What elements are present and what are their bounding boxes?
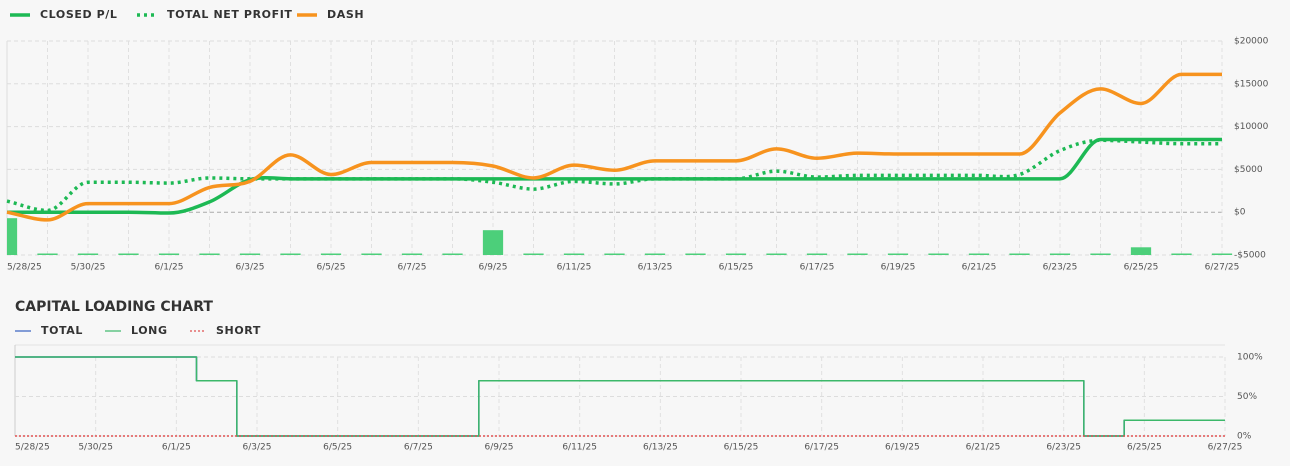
y-tick-label: -$5000 (1234, 251, 1266, 261)
bar (968, 253, 990, 255)
bar (1171, 253, 1192, 255)
x-tick-label: 6/25/25 (1124, 263, 1159, 273)
x-tick-label: 6/5/25 (323, 443, 352, 453)
legend-label: TOTAL (41, 324, 83, 337)
bar (158, 253, 180, 255)
legend-label: TOTAL NET PROFIT (167, 8, 293, 21)
bar (847, 253, 868, 255)
bar (644, 253, 666, 255)
x-tick-label: 6/13/25 (638, 263, 673, 273)
legend-label: DASH (327, 8, 364, 21)
bar (401, 253, 423, 255)
bar (7, 218, 18, 255)
bar (361, 253, 382, 255)
bar (563, 253, 585, 255)
x-tick-label: 5/28/25 (7, 263, 42, 273)
y-tick-label: $20000 (1234, 37, 1269, 47)
bar (725, 253, 747, 255)
bar (685, 253, 706, 255)
bar (604, 253, 625, 255)
x-tick-label: 6/23/25 (1043, 263, 1078, 273)
series-line (6, 72, 1222, 222)
x-tick-label: 6/1/25 (155, 263, 184, 273)
bar (442, 253, 463, 255)
x-tick-label: 6/3/25 (236, 263, 265, 273)
chart-title: CAPITAL LOADING CHART (15, 299, 213, 315)
x-tick-label: 6/13/25 (643, 443, 678, 453)
x-tick-label: 5/28/25 (15, 443, 50, 453)
x-tick-label: 6/7/25 (404, 443, 433, 453)
x-tick-label: 6/11/25 (557, 263, 592, 273)
bar (1211, 253, 1233, 255)
bar (37, 253, 58, 255)
bar (239, 253, 261, 255)
legend-label: LONG (131, 324, 168, 337)
x-tick-label: 5/30/25 (71, 263, 106, 273)
x-tick-label: 6/25/25 (1127, 443, 1162, 453)
series-line (7, 137, 1222, 215)
x-tick-label: 6/3/25 (243, 443, 272, 453)
legend-label: SHORT (216, 324, 261, 337)
bar (77, 253, 99, 255)
y-tick-label: $10000 (1234, 122, 1269, 132)
x-tick-label: 6/15/25 (724, 443, 759, 453)
bar (320, 253, 342, 255)
x-tick-label: 6/19/25 (885, 443, 920, 453)
bar (887, 253, 909, 255)
x-tick-label: 6/17/25 (800, 263, 835, 273)
bar (199, 253, 220, 255)
bar (928, 253, 949, 255)
x-tick-label: 6/9/25 (479, 263, 508, 273)
x-tick-label: 5/30/25 (78, 443, 113, 453)
bar (766, 253, 787, 255)
bar (806, 253, 828, 255)
x-tick-label: 6/1/25 (162, 443, 191, 453)
y-tick-label: 100% (1237, 353, 1263, 363)
y-tick-label: $15000 (1234, 79, 1269, 89)
x-tick-label: 6/7/25 (398, 263, 427, 273)
series-line (15, 356, 1225, 437)
bar (482, 230, 504, 255)
x-tick-label: 6/21/25 (966, 443, 1001, 453)
x-tick-label: 6/15/25 (719, 263, 754, 273)
x-tick-label: 6/5/25 (317, 263, 346, 273)
legend-label: CLOSED P/L (40, 8, 118, 21)
x-tick-label: 6/9/25 (485, 443, 514, 453)
x-tick-label: 6/27/25 (1208, 443, 1243, 453)
x-tick-label: 6/19/25 (881, 263, 916, 273)
bar (523, 253, 544, 255)
y-tick-label: $0 (1234, 208, 1246, 218)
x-tick-label: 6/21/25 (962, 263, 997, 273)
bar (1049, 253, 1071, 255)
y-tick-label: 50% (1237, 392, 1257, 402)
x-tick-label: 6/23/25 (1046, 443, 1081, 453)
bar (1009, 253, 1030, 255)
y-tick-label: 0% (1237, 432, 1252, 442)
bar (1130, 247, 1152, 255)
x-tick-label: 6/27/25 (1205, 263, 1240, 273)
bar (280, 253, 301, 255)
bar (1090, 253, 1111, 255)
bar (118, 253, 139, 255)
y-tick-label: $5000 (1234, 165, 1263, 175)
x-tick-label: 6/17/25 (804, 443, 839, 453)
x-tick-label: 6/11/25 (562, 443, 597, 453)
